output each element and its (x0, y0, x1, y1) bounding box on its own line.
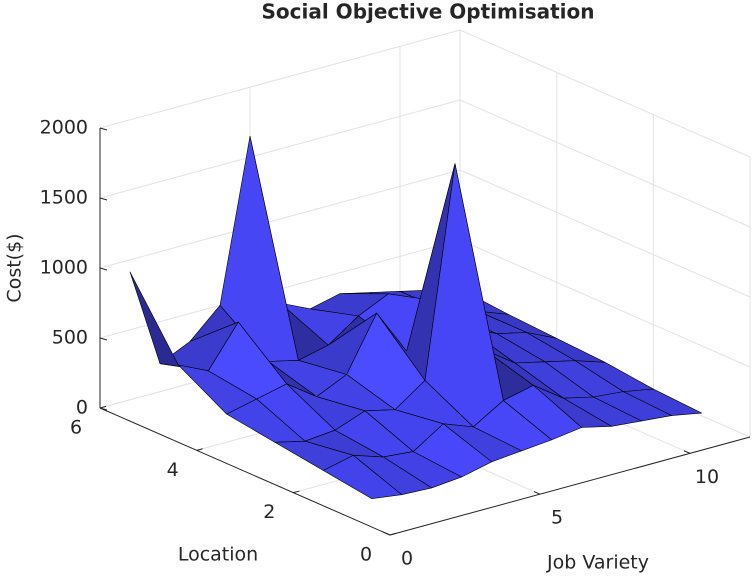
chart-title: Social Objective Optimisation (262, 0, 595, 24)
z-tick (99, 407, 108, 411)
z-tick-label: 2000 (40, 117, 88, 139)
x-tick (383, 531, 391, 536)
x-axis-title: Job Variety (546, 552, 649, 574)
grid-line (99, 169, 461, 269)
y-tick (389, 532, 397, 536)
z-tick (99, 337, 108, 341)
y-tick-label: 2 (263, 501, 275, 523)
y-tick (99, 405, 107, 409)
y-tick (293, 490, 300, 494)
y-tick-label: 4 (167, 459, 179, 481)
grid-line (459, 29, 751, 158)
y-axis (99, 407, 391, 536)
y-tick-label: 0 (360, 544, 372, 566)
grid-line (459, 169, 751, 298)
x-tick-label: 5 (551, 507, 563, 529)
grid-line (459, 239, 751, 368)
y-tick (196, 448, 203, 451)
surface-face (424, 163, 504, 428)
z-tick (99, 197, 108, 201)
z-tick-label: 0 (76, 397, 88, 419)
z-tick-label: 500 (52, 327, 88, 349)
z-axis-title: Cost($) (4, 233, 26, 302)
grid-line (99, 99, 461, 199)
x-tick-label: 10 (695, 466, 719, 488)
y-tick-label: 6 (70, 417, 82, 439)
x-tick (533, 491, 541, 495)
grid-line (99, 29, 461, 129)
grid-line (459, 99, 751, 228)
x-tick (683, 450, 691, 454)
x-tick-label: 0 (401, 548, 413, 570)
z-tick (99, 267, 108, 271)
z-tick (99, 127, 108, 131)
y-axis-title: Location (178, 544, 258, 566)
z-tick-label: 1000 (40, 257, 88, 279)
z-tick-label: 1500 (40, 187, 88, 209)
surface-face (323, 455, 402, 499)
